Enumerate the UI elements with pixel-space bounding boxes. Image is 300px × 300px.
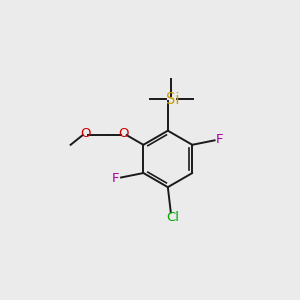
Text: Si: Si [167,92,180,107]
Text: Cl: Cl [167,211,180,224]
Text: F: F [216,133,224,146]
Text: O: O [80,127,90,140]
Text: F: F [112,172,119,184]
Text: O: O [118,127,129,140]
